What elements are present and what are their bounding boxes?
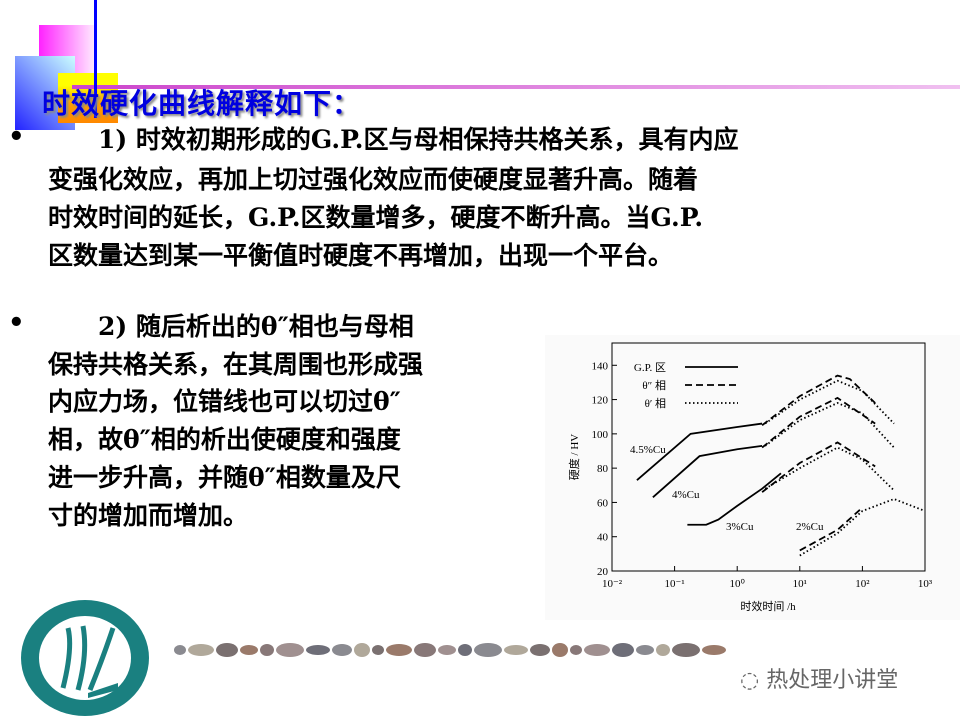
series-line	[652, 444, 763, 498]
pebble	[656, 644, 670, 656]
pebble	[306, 645, 330, 655]
pebble	[458, 644, 472, 656]
x-tick-label: 10⁻¹	[665, 578, 685, 590]
pebble	[612, 643, 634, 657]
para1-line: 变强化效应，再加上切过强化效应而使硬度显著升高。随着	[48, 165, 699, 194]
pebble	[354, 643, 370, 657]
pebble	[386, 644, 412, 656]
watermark: ◌ 热处理小讲堂	[740, 662, 898, 694]
pebble	[530, 644, 550, 656]
x-tick-label: 10¹	[793, 578, 807, 590]
series-line	[764, 446, 895, 492]
series-line	[764, 379, 895, 425]
pebble	[474, 643, 502, 657]
y-tick-label: 100	[592, 429, 609, 441]
slide-title: 时效硬化曲线解释如下：	[42, 87, 362, 120]
pebble-divider	[174, 643, 726, 657]
series-line	[799, 506, 864, 552]
pebble	[260, 644, 274, 656]
para2-line: 2) 随后析出的θ″相也与母相	[48, 312, 414, 341]
pebble	[276, 643, 304, 657]
pebble	[636, 645, 654, 655]
curve-label: 4%Cu	[672, 489, 700, 501]
pebble	[174, 645, 186, 655]
y-tick-label: 40	[597, 532, 609, 544]
plot-frame	[611, 342, 926, 572]
y-axis-label: 硬度 / HV	[567, 434, 581, 480]
x-tick-label: 10⁰	[729, 578, 745, 590]
pebble	[552, 643, 568, 657]
curve-label: 4.5%Cu	[630, 444, 666, 456]
university-logo	[21, 600, 149, 716]
y-tick-label: 80	[597, 463, 609, 475]
decor-yellow-square	[58, 73, 118, 123]
pebble	[372, 645, 384, 655]
y-tick-label: 140	[592, 360, 609, 372]
pebble	[332, 644, 352, 656]
series-line	[799, 498, 926, 557]
x-tick-label: 10⁻²	[602, 578, 623, 590]
legend-label: G.P. 区	[634, 362, 666, 374]
decor-vertical-line	[94, 0, 97, 118]
pebble	[414, 643, 436, 657]
pebble	[672, 643, 700, 657]
series-line	[761, 441, 876, 493]
para2-line: 寸的增加而增加。	[48, 501, 249, 530]
pebble	[188, 644, 214, 656]
pebble	[438, 645, 456, 655]
pebble	[702, 645, 726, 655]
legend-label: θ′ 相	[645, 397, 666, 410]
y-tick-label: 60	[597, 497, 609, 509]
para2-line: 保持共格关系，在其周围也形成强	[48, 350, 424, 379]
pebble	[216, 643, 238, 657]
para1-line: 时效时间的延长，G.P.区数量增多，硬度不断升高。当G.P.	[48, 203, 704, 232]
y-tick-label: 120	[592, 395, 609, 407]
decor-horizontal-line	[72, 85, 960, 89]
bullet-icon: •	[8, 308, 25, 338]
x-tick-label: 10²	[855, 578, 870, 590]
x-axis-label: 时效时间 /h	[740, 599, 796, 613]
curve-label: 3%Cu	[726, 521, 754, 533]
para2-line: 内应力场，位错线也可以切过θ″	[48, 387, 401, 416]
series-line	[761, 396, 876, 449]
para1-line: 区数量达到某一平衡值时硬度不再增加，出现一个平台。	[48, 241, 674, 270]
pebble	[504, 645, 528, 655]
pebble	[570, 645, 582, 655]
para2-line: 相，故θ″相的析出使硬度和强度	[48, 425, 401, 454]
y-tick-label: 20	[597, 566, 609, 578]
para1-line: 1) 时效初期形成的G.P.区与母相保持共格关系，具有内应	[48, 125, 739, 154]
bullet-icon: •	[8, 122, 25, 152]
series-line	[764, 402, 895, 449]
pebble	[584, 644, 610, 656]
legend-label: θ″ 相	[642, 379, 666, 392]
para2-line: 进一步升高，并随θ″相数量及尺	[48, 463, 401, 492]
pebble	[240, 645, 258, 655]
series-line	[761, 374, 876, 426]
series-line	[687, 472, 782, 526]
wechat-icon: ◌	[740, 668, 760, 693]
curve-label: 2%Cu	[796, 521, 824, 533]
x-tick-label: 10³	[918, 578, 933, 590]
watermark-text: 热处理小讲堂	[766, 668, 899, 693]
series-line	[636, 422, 763, 481]
chart-background	[545, 335, 960, 620]
